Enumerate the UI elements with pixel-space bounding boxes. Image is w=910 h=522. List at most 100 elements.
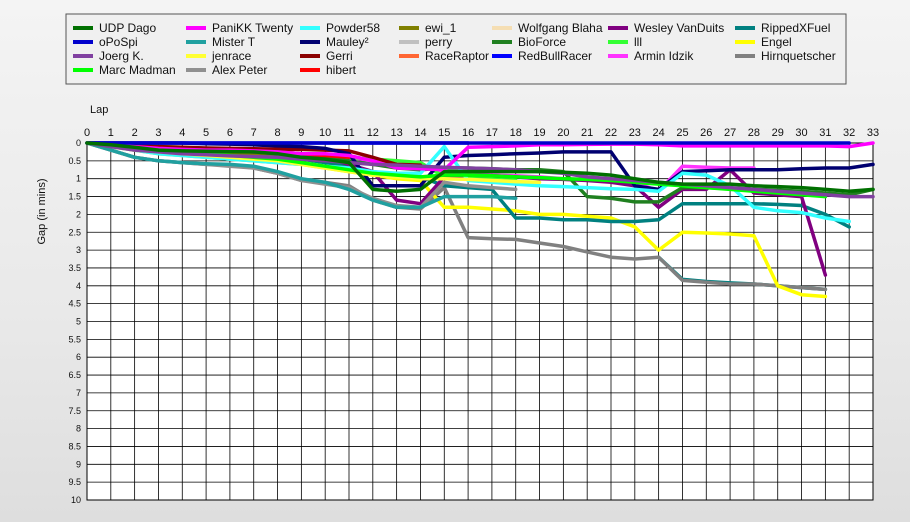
y-tick-label: 9 xyxy=(76,459,81,469)
legend-label: Joerg K. xyxy=(99,49,144,63)
legend-entry: BioForce xyxy=(492,35,566,49)
y-tick-label: 0.5 xyxy=(68,156,81,166)
series-line xyxy=(85,141,875,193)
x-tick-label: 28 xyxy=(748,127,760,139)
legend-entry: jenrace xyxy=(186,49,252,63)
y-tick-label: 7 xyxy=(76,388,81,398)
x-tick-label: 6 xyxy=(227,127,233,139)
legend-entry: Hirnquetscher xyxy=(735,49,836,63)
x-tick-label: 0 xyxy=(84,127,90,139)
legend-entry: Wesley VanDuits xyxy=(608,21,724,35)
x-tick-label: 16 xyxy=(462,127,474,139)
chart-grid xyxy=(86,142,874,501)
legend-entry: RedBullRacer xyxy=(492,49,592,63)
legend-box xyxy=(65,13,847,85)
legend-label: Hirnquetscher xyxy=(761,49,836,63)
legend-entry: Powder58 xyxy=(300,21,380,35)
y-tick-label: 5 xyxy=(76,317,81,327)
x-tick-label: 29 xyxy=(772,127,784,139)
series-line xyxy=(85,141,518,210)
x-tick-label: 31 xyxy=(819,127,831,139)
x-tick-label: 2 xyxy=(132,127,138,139)
chart-legend: UDP Dago PaniKK Twenty Powder58 ewi_1 Wolfga… xyxy=(65,13,847,85)
legend-entry: hibert xyxy=(300,63,357,77)
x-tick-label: 25 xyxy=(676,127,688,139)
x-tick-label: 26 xyxy=(700,127,712,139)
y-tick-label: 10 xyxy=(71,495,81,505)
legend-label: Marc Madman xyxy=(99,63,176,77)
x-tick-label: 30 xyxy=(795,127,807,139)
legend-entry: Mauley² xyxy=(300,35,369,49)
legend-label: jenrace xyxy=(211,49,252,63)
y-tick-label: 1 xyxy=(76,174,81,184)
y-tick-label: 9.5 xyxy=(68,477,81,487)
y-tick-label: 4 xyxy=(76,281,81,291)
x-tick-label: 19 xyxy=(533,127,545,139)
x-tick-label: 24 xyxy=(653,127,665,139)
legend-label: Alex Peter xyxy=(212,63,267,77)
legend-entry: PaniKK Twenty xyxy=(186,21,293,35)
legend-label: RaceRaptor xyxy=(425,49,489,63)
x-tick-label: 10 xyxy=(319,127,331,139)
y-tick-label: 6 xyxy=(76,352,81,362)
x-tick-label: 7 xyxy=(251,127,257,139)
x-tick-label: 21 xyxy=(581,127,593,139)
legend-entry: Wolfgang Blaha xyxy=(492,21,603,35)
legend-label: perry xyxy=(425,35,452,49)
y-tick-label: 3 xyxy=(76,245,81,255)
x-axis-label: Lap xyxy=(90,104,108,116)
legend-label: lll xyxy=(634,35,642,49)
legend-label: oPoSpi xyxy=(99,35,138,49)
x-tick-label: 1 xyxy=(108,127,114,139)
y-tick-label: 2.5 xyxy=(68,227,81,237)
y-tick-label: 1.5 xyxy=(68,192,81,202)
legend-label: RedBullRacer xyxy=(518,49,592,63)
y-axis-label: Gap (in mins) xyxy=(36,178,48,244)
y-tick-label: 8 xyxy=(76,424,81,434)
legend-entry: UDP Dago xyxy=(73,21,156,35)
x-tick-label: 5 xyxy=(203,127,209,139)
x-tick-label: 11 xyxy=(343,127,354,139)
x-tick-label: 14 xyxy=(414,127,426,139)
legend-label: Gerri xyxy=(326,49,353,63)
legend-label: Engel xyxy=(761,35,792,49)
axis-ticks: 0 1 2 3 4 5 6 7 8 9 10 11 12 13 14 15 16 17 18 19 20 21 22 23 24… xyxy=(68,127,879,505)
legend-entry: Mister T xyxy=(186,35,256,49)
legend-entry: Armin Idzik xyxy=(608,49,694,63)
x-tick-label: 9 xyxy=(298,127,304,139)
y-tick-label: 5.5 xyxy=(68,334,81,344)
y-tick-label: 3.5 xyxy=(68,263,81,273)
x-tick-label: 8 xyxy=(274,127,280,139)
legend-label: Mauley² xyxy=(326,35,369,49)
legend-entry: Alex Peter xyxy=(186,63,267,77)
legend-label: Wolfgang Blaha xyxy=(518,21,603,35)
x-tick-label: 18 xyxy=(510,127,522,139)
legend-label: Wesley VanDuits xyxy=(634,21,724,35)
y-tick-label: 7.5 xyxy=(68,406,81,416)
x-tick-label: 15 xyxy=(438,127,450,139)
legend-entry: oPoSpi xyxy=(73,35,138,49)
x-tick-label: 3 xyxy=(155,127,161,139)
legend-label: RippedXFuel xyxy=(761,21,830,35)
y-tick-label: 2 xyxy=(76,209,81,219)
legend-label: PaniKK Twenty xyxy=(212,21,293,35)
legend-entry: Engel xyxy=(735,35,792,49)
legend-label: Armin Idzik xyxy=(634,49,694,63)
y-tick-label: 4.5 xyxy=(68,299,81,309)
legend-entry: perry xyxy=(399,35,452,49)
legend-entry: Marc Madman xyxy=(73,63,176,77)
x-tick-label: 27 xyxy=(724,127,736,139)
y-tick-label: 8.5 xyxy=(68,441,81,451)
legend-entry: ewi_1 xyxy=(399,21,457,35)
x-tick-label: 33 xyxy=(867,127,879,139)
x-tick-label: 17 xyxy=(486,127,498,139)
x-tick-label: 12 xyxy=(367,127,379,139)
x-tick-label: 20 xyxy=(557,127,569,139)
x-tick-label: 32 xyxy=(843,127,855,139)
legend-label: Mister T xyxy=(212,35,256,49)
legend-label: UDP Dago xyxy=(99,21,156,35)
series-lines xyxy=(85,141,875,299)
legend-entry: RippedXFuel xyxy=(735,21,830,35)
legend-label: BioForce xyxy=(518,35,566,49)
